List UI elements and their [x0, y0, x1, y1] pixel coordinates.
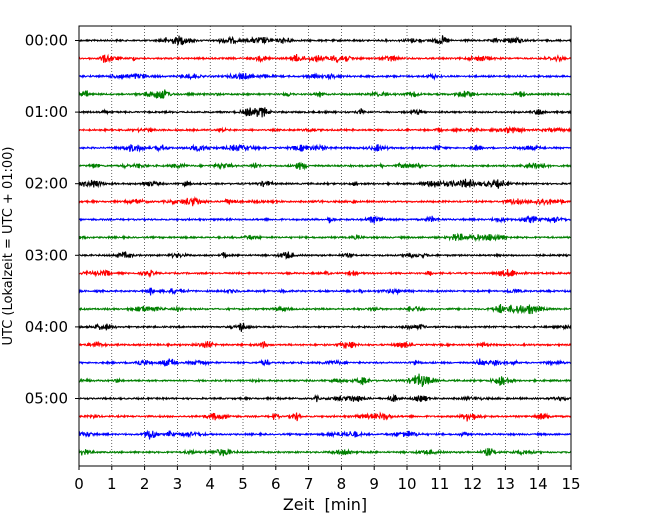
- y-axis-label: UTC (Lokalzeit = UTC + 01:00): [1, 147, 16, 346]
- plot-frame: [78, 25, 572, 467]
- trace-line: [78, 53, 572, 64]
- trace-line: [78, 196, 572, 207]
- trace-layer: [78, 35, 572, 457]
- trace-line: [78, 71, 572, 81]
- trace-line: [78, 251, 572, 260]
- x-axis: 0 1 2 3 4 5 6 7 8 9 10 11 12 13 14 15: [74, 466, 581, 493]
- trace-line: [78, 340, 572, 350]
- trace-line: [78, 178, 572, 189]
- trace-line: [78, 125, 572, 135]
- trace-line: [78, 447, 572, 457]
- y-tick-label: 03:00: [25, 246, 68, 264]
- x-tick-label: 3: [173, 475, 183, 493]
- y-axis: 00:00 01:00 02:00 03:00 04:00 05:00: [25, 32, 79, 408]
- trace-line: [78, 304, 572, 315]
- trace-line: [78, 143, 572, 153]
- x-tick-label: 14: [529, 475, 548, 493]
- x-tick-label: 8: [337, 475, 347, 493]
- x-tick-label: 12: [463, 475, 482, 493]
- trace-line: [78, 35, 572, 47]
- trace-line: [78, 215, 572, 224]
- x-tick-label: 11: [430, 475, 449, 493]
- trace-line: [78, 89, 572, 100]
- x-tick-label: 5: [238, 475, 248, 493]
- trace-line: [78, 107, 572, 118]
- x-tick-label: 13: [496, 475, 515, 493]
- y-tick-label: 01:00: [25, 103, 68, 121]
- y-tick-label: 00:00: [25, 32, 68, 50]
- y-tick-label: 02:00: [25, 175, 68, 193]
- x-tick-label: 15: [561, 475, 580, 493]
- trace-line: [78, 161, 572, 171]
- trace-line: [78, 322, 572, 332]
- trace-line: [78, 429, 572, 440]
- grid-layer: [111, 26, 539, 466]
- trace-line: [78, 287, 572, 296]
- trace-line: [78, 393, 572, 403]
- x-tick-label: 1: [107, 475, 117, 493]
- y-tick-label: 05:00: [25, 390, 68, 408]
- x-tick-label: 2: [140, 475, 150, 493]
- trace-line: [78, 358, 572, 367]
- x-tick-label: 7: [304, 475, 314, 493]
- x-tick-label: 6: [271, 475, 281, 493]
- x-tick-label: 10: [397, 475, 416, 493]
- x-axis-label: Zeit [min]: [283, 495, 367, 514]
- trace-line: [78, 269, 572, 279]
- y-tick-label: 04:00: [25, 318, 68, 336]
- trace-line: [78, 232, 572, 243]
- trace-line: [78, 373, 572, 387]
- x-tick-label: 4: [205, 475, 215, 493]
- trace-line: [78, 411, 572, 422]
- x-tick-label: 9: [369, 475, 379, 493]
- x-tick-label: 0: [74, 475, 84, 493]
